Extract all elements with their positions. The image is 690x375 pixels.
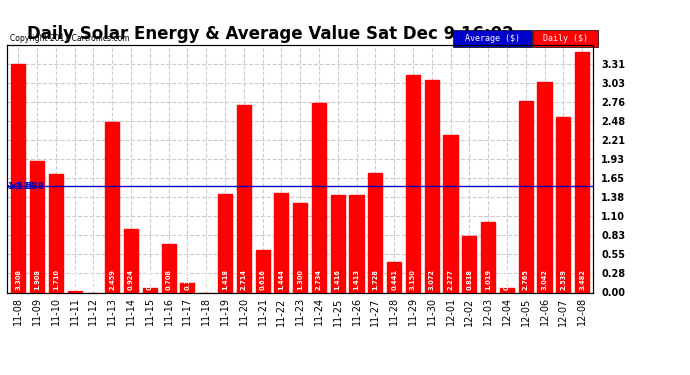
Text: 3.150: 3.150 bbox=[410, 269, 416, 290]
Text: 0.616: 0.616 bbox=[259, 269, 266, 290]
Bar bbox=[387, 262, 401, 292]
Text: 0.000: 0.000 bbox=[90, 269, 97, 290]
Text: 1.019: 1.019 bbox=[485, 269, 491, 290]
Bar bbox=[11, 64, 26, 292]
Text: 1.710: 1.710 bbox=[52, 269, 59, 290]
Title: Daily Solar Energy & Average Value Sat Dec 9 16:02: Daily Solar Energy & Average Value Sat D… bbox=[28, 26, 514, 44]
Bar bbox=[350, 195, 364, 292]
Text: 0.818: 0.818 bbox=[466, 269, 473, 290]
Bar bbox=[161, 243, 176, 292]
Bar bbox=[312, 104, 326, 292]
Bar bbox=[218, 195, 232, 292]
Bar bbox=[237, 105, 250, 292]
Text: 1.444: 1.444 bbox=[278, 269, 284, 290]
Text: 0.017: 0.017 bbox=[72, 269, 77, 290]
Bar bbox=[180, 283, 195, 292]
Text: 3.042: 3.042 bbox=[542, 269, 548, 290]
Text: 0.000: 0.000 bbox=[203, 269, 209, 290]
Text: 2.277: 2.277 bbox=[448, 269, 453, 290]
Text: 1.418: 1.418 bbox=[222, 269, 228, 290]
Text: 1.300: 1.300 bbox=[297, 269, 303, 290]
Bar bbox=[556, 117, 571, 292]
Bar bbox=[575, 52, 589, 292]
Bar bbox=[275, 193, 288, 292]
Bar bbox=[519, 101, 533, 292]
Text: 3.308: 3.308 bbox=[15, 269, 21, 290]
Text: ← 1.538: ← 1.538 bbox=[8, 182, 44, 190]
Bar bbox=[481, 222, 495, 292]
Bar bbox=[368, 173, 382, 292]
Bar bbox=[105, 123, 119, 292]
Bar bbox=[444, 135, 457, 292]
Text: 1.416: 1.416 bbox=[335, 269, 341, 290]
Text: 0.708: 0.708 bbox=[166, 269, 172, 290]
Bar bbox=[143, 288, 157, 292]
Bar bbox=[293, 202, 307, 292]
Text: Copyright 2017 Cartronics.com: Copyright 2017 Cartronics.com bbox=[10, 33, 129, 42]
Text: 1.413: 1.413 bbox=[353, 269, 359, 290]
Text: Average ($): Average ($) bbox=[465, 34, 520, 44]
Bar bbox=[462, 236, 476, 292]
Bar bbox=[331, 195, 345, 292]
Text: 1.728: 1.728 bbox=[373, 269, 378, 290]
Text: 2.539: 2.539 bbox=[560, 269, 566, 290]
Bar bbox=[538, 82, 551, 292]
Text: 2.459: 2.459 bbox=[109, 269, 115, 290]
Text: 3.072: 3.072 bbox=[428, 269, 435, 290]
Text: 0.137: 0.137 bbox=[184, 269, 190, 290]
FancyBboxPatch shape bbox=[453, 30, 532, 48]
Text: 2.714: 2.714 bbox=[241, 269, 247, 290]
Bar bbox=[406, 75, 420, 292]
Text: 2.765: 2.765 bbox=[523, 269, 529, 290]
Text: Daily ($): Daily ($) bbox=[543, 34, 588, 44]
Text: 0.924: 0.924 bbox=[128, 269, 134, 290]
Text: 1.908: 1.908 bbox=[34, 269, 40, 290]
Text: 2.734: 2.734 bbox=[316, 269, 322, 290]
Text: 1.538 →: 1.538 → bbox=[8, 182, 44, 190]
Text: 0.070: 0.070 bbox=[504, 269, 510, 290]
Text: 3.482: 3.482 bbox=[579, 269, 585, 290]
Bar bbox=[124, 229, 138, 292]
Bar bbox=[424, 80, 439, 292]
Bar bbox=[49, 174, 63, 292]
Bar bbox=[68, 291, 81, 292]
Text: 0.441: 0.441 bbox=[391, 269, 397, 290]
FancyBboxPatch shape bbox=[533, 30, 598, 48]
Bar bbox=[255, 250, 270, 292]
Bar bbox=[500, 288, 514, 292]
Bar bbox=[30, 160, 44, 292]
Text: 0.068: 0.068 bbox=[147, 269, 152, 290]
